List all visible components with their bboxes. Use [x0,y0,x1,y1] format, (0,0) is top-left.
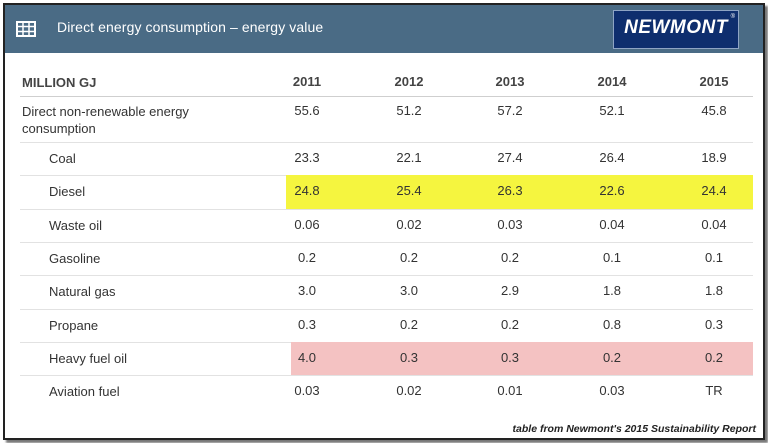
value-cell: 0.3 [399,350,419,365]
newmont-logo: NEWMONT ® [613,10,739,49]
value-cell: 0.03 [294,383,320,398]
value-cell: 24.4 [701,183,727,198]
value-cell: 0.2 [602,350,622,365]
table-grid-icon [16,21,36,37]
value-cell: 3.0 [297,283,317,298]
table-panel: Direct energy consumption – energy value… [3,3,765,440]
value-cell: 0.2 [500,317,520,332]
value-cell: 57.2 [497,103,523,118]
value-cell: 0.3 [704,317,724,332]
panel-title: Direct energy consumption – energy value [57,19,324,35]
value-cell: 0.8 [602,317,622,332]
value-cell: 26.3 [497,183,523,198]
table-header-row: MILLION GJ 2011 2012 2013 2014 2015 [20,67,753,97]
value-cell: 51.2 [396,103,422,118]
value-cell: TR [705,383,723,398]
table-row: Natural gas 3.0 3.0 2.9 1.8 1.8 [20,275,753,310]
value-cell: 22.6 [599,183,625,198]
value-cell: 3.0 [399,283,419,298]
value-cell: 0.01 [497,383,523,398]
value-cell: 0.1 [704,250,724,265]
year-header: 2014 [597,74,627,89]
value-cell: 22.1 [396,150,422,165]
row-label: Heavy fuel oil [49,351,128,366]
row-label: Waste oil [49,218,102,233]
value-cell: 1.8 [704,283,724,298]
logo-wordmark: NEWMONT [624,17,728,38]
value-cell: 0.2 [297,250,317,265]
value-cell: 25.4 [396,183,422,198]
value-cell: 1.8 [602,283,622,298]
value-cell: 0.04 [701,217,727,232]
value-cell: 52.1 [599,103,625,118]
table-row: Propane 0.3 0.2 0.2 0.8 0.3 [20,309,753,343]
value-cell: 26.4 [599,150,625,165]
value-cell: 23.3 [294,150,320,165]
table-row: Aviation fuel 0.03 0.02 0.01 0.03 TR [20,375,753,408]
year-header: 2011 [292,74,322,89]
value-cell: 0.2 [399,317,419,332]
row-label: Aviation fuel [49,384,120,399]
table-row: Heavy fuel oil 4.0 0.3 0.3 0.2 0.2 [20,342,753,376]
year-header: 2013 [495,74,525,89]
value-cell: 2.9 [500,283,520,298]
value-cell: 45.8 [701,103,727,118]
row-label: Direct non-renewable energy consumption [22,104,189,136]
value-cell: 0.02 [396,217,422,232]
row-label: Gasoline [49,251,101,266]
table-row: Direct non-renewable energy consumption 5… [20,97,753,143]
source-caption: table from Newmont's 2015 Sustainability… [512,423,756,435]
value-cell: 18.9 [701,150,727,165]
row-label: Coal [49,151,76,166]
value-cell: 0.02 [396,383,422,398]
value-cell: 0.2 [704,350,724,365]
value-cell: 0.3 [500,350,520,365]
value-cell: 0.1 [602,250,622,265]
row-highlight [286,175,753,209]
value-cell: 24.8 [294,183,320,198]
row-label: Propane [49,318,99,333]
value-cell: 0.2 [500,250,520,265]
table-row: Waste oil 0.06 0.02 0.03 0.04 0.04 [20,209,753,243]
value-cell: 0.04 [599,217,625,232]
value-cell: 4.0 [297,350,317,365]
unit-header: MILLION GJ [22,75,97,90]
panel-header: Direct energy consumption – energy value… [5,5,763,53]
value-cell: 0.03 [497,217,523,232]
logo-registered-mark: ® [730,14,735,20]
table-row: Coal 23.3 22.1 27.4 26.4 18.9 [20,142,753,176]
year-header: 2012 [394,74,424,89]
value-cell: 0.06 [294,217,320,232]
year-header: 2015 [699,74,729,89]
value-cell: 27.4 [497,150,523,165]
row-label: Diesel [49,184,86,199]
value-cell: 0.3 [297,317,317,332]
table-row: Gasoline 0.2 0.2 0.2 0.1 0.1 [20,242,753,276]
row-label: Natural gas [49,284,116,299]
row-highlight [291,342,753,375]
table-row: Diesel 24.8 25.4 26.3 22.6 24.4 [20,175,753,210]
value-cell: 0.03 [599,383,625,398]
value-cell: 55.6 [294,103,320,118]
value-cell: 0.2 [399,250,419,265]
